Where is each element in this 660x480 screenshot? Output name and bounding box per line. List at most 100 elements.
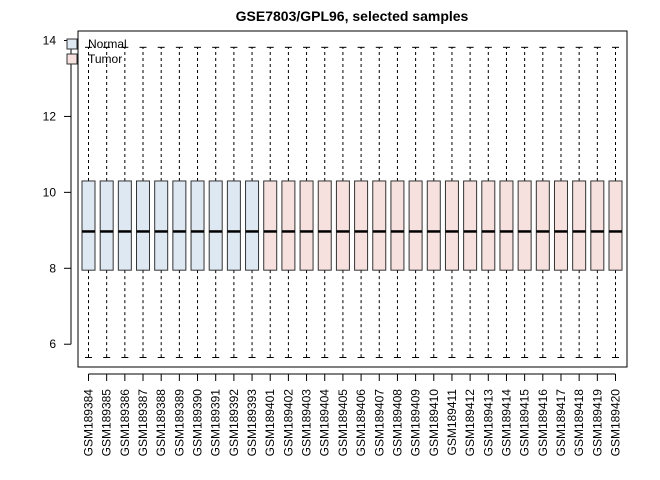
x-tick-label: GSM189413 bbox=[481, 389, 495, 457]
box-iqr bbox=[463, 180, 478, 271]
x-tick-label: GSM189415 bbox=[518, 389, 532, 457]
x-tick-label: GSM189410 bbox=[427, 389, 441, 457]
box-gsm189385 bbox=[99, 46, 114, 359]
x-tick-label: GSM189404 bbox=[318, 389, 332, 457]
box-gsm189390 bbox=[190, 46, 205, 359]
box-gsm189406 bbox=[354, 46, 369, 359]
x-tick-label: GSM189406 bbox=[354, 389, 368, 457]
legend-item-normal: Normal bbox=[66, 37, 127, 51]
box-iqr bbox=[408, 180, 423, 271]
plot-frame bbox=[77, 30, 628, 368]
box-iqr bbox=[226, 180, 241, 271]
box-gsm189419 bbox=[590, 46, 605, 359]
box-iqr bbox=[245, 180, 260, 271]
box-iqr bbox=[590, 180, 605, 271]
box-iqr bbox=[190, 180, 205, 271]
box-gsm189416 bbox=[535, 46, 550, 359]
y-tick-label: 14 bbox=[43, 33, 57, 47]
legend-label: Normal bbox=[88, 37, 127, 51]
y-tick-label: 10 bbox=[43, 185, 57, 199]
box-iqr bbox=[136, 180, 151, 271]
box-gsm189389 bbox=[172, 46, 187, 359]
box-iqr bbox=[354, 180, 369, 271]
box-iqr bbox=[117, 180, 132, 271]
box-iqr bbox=[390, 180, 405, 271]
x-tick-label: GSM189419 bbox=[590, 389, 604, 457]
box-gsm189387 bbox=[136, 46, 151, 359]
x-tick-label: GSM189385 bbox=[100, 389, 114, 457]
x-tick-label: GSM189418 bbox=[572, 389, 586, 457]
box-gsm189401 bbox=[263, 46, 278, 359]
box-gsm189409 bbox=[408, 46, 423, 359]
x-tick-label: GSM189411 bbox=[445, 389, 459, 456]
box-iqr bbox=[299, 180, 314, 271]
x-tick-label: GSM189401 bbox=[263, 389, 277, 457]
x-tick-label: GSM189417 bbox=[554, 389, 568, 457]
box-gsm189391 bbox=[208, 46, 223, 359]
box-gsm189414 bbox=[499, 46, 514, 359]
box-iqr bbox=[208, 180, 223, 271]
y-tick-label: 8 bbox=[49, 261, 56, 275]
box-gsm189405 bbox=[335, 46, 350, 359]
box-gsm189392 bbox=[226, 46, 241, 359]
box-gsm189407 bbox=[372, 46, 387, 359]
box-iqr bbox=[281, 180, 296, 271]
box-iqr bbox=[172, 180, 187, 271]
box-iqr bbox=[535, 180, 550, 271]
box-gsm189411 bbox=[444, 46, 459, 359]
box-gsm189408 bbox=[390, 46, 405, 359]
box-iqr bbox=[553, 180, 568, 271]
chart-title: GSE7803/GPL96, selected samples bbox=[236, 8, 469, 24]
box-iqr bbox=[481, 180, 496, 271]
box-iqr bbox=[499, 180, 514, 271]
x-axis: GSM189384 GSM189385 GSM189386 GSM189387 GSM1… bbox=[82, 373, 623, 457]
legend-item-tumor: Tumor bbox=[66, 52, 122, 66]
box-iqr bbox=[426, 180, 441, 271]
y-tick-label: 12 bbox=[43, 109, 57, 123]
box-gsm189393 bbox=[245, 46, 260, 359]
box-iqr bbox=[572, 180, 587, 271]
x-tick-label: GSM189388 bbox=[154, 389, 168, 457]
x-tick-label: GSM189391 bbox=[209, 389, 223, 457]
box-gsm189388 bbox=[154, 46, 169, 359]
box-iqr bbox=[317, 180, 332, 271]
y-axis: 6 8 10 12 14 bbox=[43, 33, 72, 351]
box-gsm189404 bbox=[317, 46, 332, 359]
x-tick-label: GSM189390 bbox=[191, 389, 205, 457]
x-tick-label: GSM189420 bbox=[609, 389, 623, 457]
box-gsm189413 bbox=[481, 46, 496, 359]
x-tick-label: GSM189389 bbox=[172, 389, 186, 457]
box-iqr bbox=[263, 180, 278, 271]
x-tick-label: GSM189386 bbox=[118, 389, 132, 457]
x-tick-label: GSM189409 bbox=[409, 389, 423, 457]
box-iqr bbox=[81, 180, 96, 271]
x-tick-label: GSM189407 bbox=[372, 389, 386, 457]
legend-label: Tumor bbox=[88, 52, 122, 66]
x-tick-label: GSM189402 bbox=[281, 389, 295, 457]
box-gsm189420 bbox=[608, 46, 623, 359]
box-iqr bbox=[154, 180, 169, 271]
box-iqr bbox=[99, 180, 114, 271]
box-gsm189417 bbox=[553, 46, 568, 359]
x-tick-label: GSM189408 bbox=[390, 389, 404, 457]
box-series bbox=[81, 46, 623, 359]
box-gsm189415 bbox=[517, 46, 532, 359]
box-gsm189412 bbox=[463, 46, 478, 359]
box-gsm189410 bbox=[426, 46, 441, 359]
box-iqr bbox=[608, 180, 623, 271]
x-tick-label: GSM189412 bbox=[463, 389, 477, 457]
y-tick-label: 6 bbox=[49, 337, 56, 351]
x-tick-label: GSM189384 bbox=[82, 389, 96, 457]
box-gsm189403 bbox=[299, 46, 314, 359]
box-gsm189418 bbox=[572, 46, 587, 359]
box-iqr bbox=[444, 180, 459, 271]
x-tick-label: GSM189405 bbox=[336, 389, 350, 457]
legend-swatch bbox=[66, 53, 78, 65]
x-tick-label: GSM189393 bbox=[245, 389, 259, 457]
x-tick-label: GSM189416 bbox=[536, 389, 550, 457]
box-gsm189402 bbox=[281, 46, 296, 359]
x-tick-label: GSM189403 bbox=[300, 389, 314, 457]
x-tick-label: GSM189414 bbox=[499, 389, 513, 457]
